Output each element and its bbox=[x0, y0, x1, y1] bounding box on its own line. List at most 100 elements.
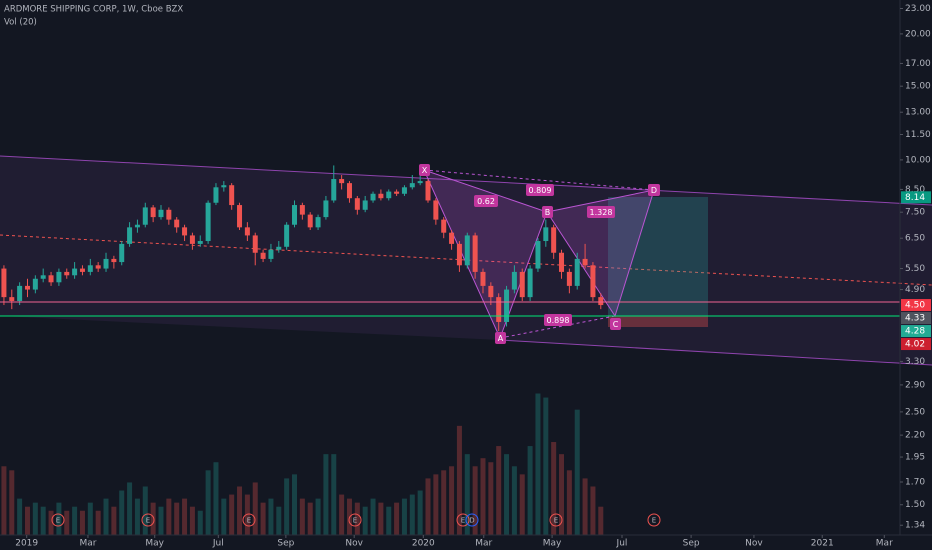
volume-bar bbox=[260, 502, 266, 535]
event-label: E bbox=[652, 517, 656, 525]
volume-bar bbox=[590, 486, 596, 535]
volume-bar bbox=[292, 474, 298, 535]
pattern-bcd bbox=[546, 189, 655, 318]
candle-body bbox=[496, 297, 502, 322]
x-tick-label: Jul bbox=[212, 539, 224, 549]
candle-body bbox=[119, 243, 125, 263]
candle-body bbox=[182, 227, 188, 236]
volume-pane bbox=[1, 393, 604, 535]
volume-bar bbox=[32, 502, 38, 535]
volume-bar bbox=[362, 506, 368, 535]
y-tick-label: 3.30 bbox=[905, 357, 925, 367]
y-tick-label: 11.50 bbox=[905, 130, 931, 140]
price-label-box bbox=[901, 299, 931, 312]
candle-body bbox=[449, 232, 455, 244]
y-tick-label: 5.50 bbox=[905, 264, 925, 274]
volume-bar bbox=[221, 498, 227, 535]
volume-bar bbox=[205, 470, 211, 535]
point-label: B bbox=[545, 208, 551, 217]
point-box bbox=[648, 184, 660, 196]
candle-body bbox=[40, 275, 46, 279]
candle-body bbox=[197, 241, 203, 244]
volume-bar bbox=[456, 425, 462, 535]
volume-bar bbox=[401, 498, 407, 535]
volume-bar bbox=[284, 478, 290, 535]
ratio-label: 1.328 bbox=[590, 208, 613, 217]
candle-body bbox=[142, 207, 148, 225]
candle-body bbox=[32, 278, 38, 290]
volume-bar bbox=[142, 486, 148, 535]
candle-body bbox=[511, 271, 517, 290]
candle-body bbox=[213, 187, 219, 203]
y-tick-label: 8.50 bbox=[905, 185, 925, 195]
candle-body bbox=[480, 271, 486, 286]
candle-body bbox=[551, 227, 557, 253]
candle-body bbox=[425, 181, 431, 201]
candle-body bbox=[590, 265, 596, 298]
volume-bar bbox=[299, 498, 305, 535]
candle-body bbox=[1, 268, 7, 298]
y-tick-label: 1.95 bbox=[905, 453, 925, 463]
point-label: X bbox=[422, 166, 428, 175]
volume-bar bbox=[158, 506, 164, 535]
candle-body bbox=[17, 285, 23, 302]
candle-body bbox=[111, 258, 117, 263]
volume-bar bbox=[323, 454, 329, 535]
volume-bar bbox=[119, 490, 125, 535]
volume-bar bbox=[9, 470, 15, 535]
event-label: E bbox=[554, 517, 558, 525]
volume-bar bbox=[307, 502, 313, 535]
volume-bar bbox=[472, 466, 478, 535]
candle-body bbox=[394, 191, 400, 194]
ratio-label: 0.62 bbox=[477, 197, 495, 206]
event-marker bbox=[242, 513, 256, 527]
ratio-label: 0.809 bbox=[529, 186, 552, 195]
y-tick-label: 10.00 bbox=[905, 155, 931, 165]
candle-body bbox=[409, 183, 415, 188]
candle-body bbox=[433, 200, 439, 220]
candle-body bbox=[504, 289, 510, 322]
y-tick-label: 15.00 bbox=[905, 82, 931, 92]
volume-bar bbox=[480, 458, 486, 535]
candle-body bbox=[582, 258, 588, 266]
volume-bar bbox=[488, 462, 494, 535]
volume-bar bbox=[17, 498, 23, 535]
pattern-ac bbox=[499, 315, 616, 339]
candle-body bbox=[284, 224, 290, 247]
y-tick-label: 13.00 bbox=[905, 108, 931, 118]
volume-bar bbox=[48, 510, 54, 535]
volume-bar bbox=[56, 502, 62, 535]
candle-body bbox=[401, 187, 407, 194]
candle-body bbox=[441, 219, 447, 233]
candle-body bbox=[488, 285, 494, 298]
volume-bar bbox=[441, 470, 447, 535]
volume-bar bbox=[166, 498, 172, 535]
event-marker bbox=[549, 513, 563, 527]
candle-body bbox=[237, 205, 243, 228]
volume-bar bbox=[72, 506, 78, 535]
candle-body bbox=[221, 185, 227, 188]
candle-body bbox=[79, 268, 85, 272]
candle-body bbox=[95, 265, 101, 269]
candle-body bbox=[598, 297, 604, 306]
volume-bar bbox=[496, 446, 502, 535]
y-tick-label: 17.00 bbox=[905, 59, 931, 69]
candle-body bbox=[417, 181, 423, 184]
volume-bar bbox=[433, 474, 439, 535]
volume-bar bbox=[64, 510, 70, 535]
y-tick-label: 1.70 bbox=[905, 477, 925, 487]
event-label: D bbox=[469, 517, 474, 525]
y-tick-label: 7.50 bbox=[905, 208, 925, 218]
volume-bar bbox=[582, 478, 588, 535]
pattern-xd bbox=[423, 169, 655, 191]
candle-body bbox=[174, 219, 180, 228]
candle-body bbox=[339, 179, 345, 184]
candle-body bbox=[527, 268, 533, 298]
price-label-box bbox=[901, 325, 931, 338]
candle-body bbox=[315, 217, 321, 228]
volume-label: Vol (20) bbox=[4, 18, 37, 28]
price-label: 8.14 bbox=[905, 193, 925, 203]
price-label: 4.33 bbox=[905, 314, 925, 324]
volume-bar bbox=[150, 502, 156, 535]
event-marker bbox=[51, 513, 65, 527]
